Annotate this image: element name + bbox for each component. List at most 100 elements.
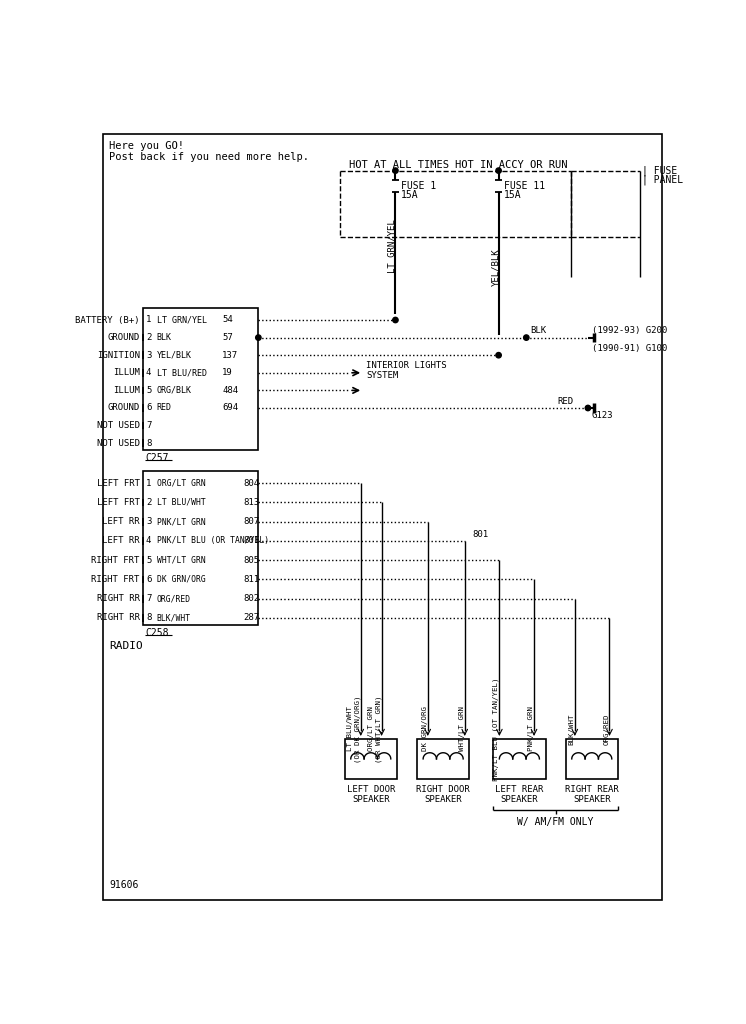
Text: 5: 5 bbox=[146, 556, 151, 565]
Text: RIGHT FRT: RIGHT FRT bbox=[92, 556, 140, 565]
Text: DK GRN/ORG: DK GRN/ORG bbox=[421, 707, 427, 752]
Text: LT BLU/WHT
(OR DK GRN/ORG): LT BLU/WHT (OR DK GRN/ORG) bbox=[348, 695, 361, 763]
Bar bbox=[565, 739, 618, 779]
Text: (1992-93) G200: (1992-93) G200 bbox=[592, 327, 667, 335]
Text: 4: 4 bbox=[146, 537, 151, 546]
Text: RED: RED bbox=[157, 403, 172, 413]
Text: 5: 5 bbox=[146, 386, 151, 395]
Text: 802: 802 bbox=[243, 594, 259, 603]
Text: 807: 807 bbox=[243, 517, 259, 526]
Text: 3: 3 bbox=[146, 517, 151, 526]
Text: | PANEL: | PANEL bbox=[642, 175, 683, 185]
Text: HOT IN ACCY OR RUN: HOT IN ACCY OR RUN bbox=[456, 160, 568, 170]
Text: RIGHT RR: RIGHT RR bbox=[97, 613, 140, 623]
Text: C258: C258 bbox=[145, 628, 169, 638]
Text: 1: 1 bbox=[146, 315, 151, 325]
Text: GROUND: GROUND bbox=[107, 403, 140, 413]
Circle shape bbox=[496, 168, 501, 173]
Text: 813: 813 bbox=[243, 498, 259, 507]
Text: YEL/BLK: YEL/BLK bbox=[157, 350, 192, 359]
Text: RIGHT REAR
SPEAKER: RIGHT REAR SPEAKER bbox=[565, 785, 618, 805]
Text: FUSE 1: FUSE 1 bbox=[401, 181, 436, 191]
Text: 7: 7 bbox=[146, 594, 151, 603]
Circle shape bbox=[392, 168, 398, 173]
Text: 8: 8 bbox=[146, 613, 151, 623]
Text: ORG/RED: ORG/RED bbox=[157, 594, 191, 603]
Text: Here you GO!: Here you GO! bbox=[109, 141, 184, 151]
Text: W/ AM/FM ONLY: W/ AM/FM ONLY bbox=[518, 817, 594, 827]
Text: RED: RED bbox=[557, 396, 573, 406]
Text: BLK/WHT: BLK/WHT bbox=[568, 713, 575, 744]
Bar bbox=[417, 739, 469, 779]
Text: 6: 6 bbox=[146, 575, 151, 584]
Text: 15A: 15A bbox=[504, 190, 521, 201]
Text: ILLUM: ILLUM bbox=[113, 369, 140, 377]
Text: RIGHT RR: RIGHT RR bbox=[97, 594, 140, 603]
Text: 91606: 91606 bbox=[109, 881, 138, 890]
Text: 2: 2 bbox=[146, 333, 151, 342]
Text: | FUSE: | FUSE bbox=[642, 165, 677, 176]
Text: BLK: BLK bbox=[157, 333, 172, 342]
Text: LEFT FRT: LEFT FRT bbox=[97, 479, 140, 487]
Text: FUSE 11: FUSE 11 bbox=[504, 181, 545, 191]
Text: G123: G123 bbox=[592, 412, 613, 420]
Text: 1: 1 bbox=[146, 479, 151, 487]
Circle shape bbox=[524, 335, 529, 340]
Text: LT BLU/WHT: LT BLU/WHT bbox=[157, 498, 205, 507]
Text: LEFT FRT: LEFT FRT bbox=[97, 498, 140, 507]
Bar bbox=[493, 739, 545, 779]
Text: ORG/LT GRN
(OR WHT/LT GRN): ORG/LT GRN (OR WHT/LT GRN) bbox=[368, 695, 381, 763]
Text: 6: 6 bbox=[146, 403, 151, 413]
Text: LT BLU/RED: LT BLU/RED bbox=[157, 369, 207, 377]
Text: LEFT DOOR
SPEAKER: LEFT DOOR SPEAKER bbox=[347, 785, 395, 805]
Text: 801: 801 bbox=[243, 537, 259, 546]
Text: 694: 694 bbox=[222, 403, 238, 413]
Text: LT GRN/YEL: LT GRN/YEL bbox=[388, 219, 397, 273]
Bar bbox=[142, 307, 258, 451]
Text: Post back if you need more help.: Post back if you need more help. bbox=[109, 152, 309, 162]
Text: 137: 137 bbox=[222, 350, 238, 359]
Text: 801: 801 bbox=[472, 530, 489, 540]
Text: 57: 57 bbox=[222, 333, 233, 342]
Text: LEFT RR: LEFT RR bbox=[102, 537, 140, 546]
Text: 15A: 15A bbox=[401, 190, 419, 201]
Text: SYSTEM: SYSTEM bbox=[366, 372, 398, 380]
Text: 287: 287 bbox=[243, 613, 259, 623]
Text: LEFT RR: LEFT RR bbox=[102, 517, 140, 526]
Text: ILLUM: ILLUM bbox=[113, 386, 140, 395]
Circle shape bbox=[585, 406, 591, 411]
Bar bbox=[345, 739, 397, 779]
Text: 484: 484 bbox=[222, 386, 238, 395]
Text: 8: 8 bbox=[146, 438, 151, 447]
Text: 3: 3 bbox=[146, 350, 151, 359]
Text: 2: 2 bbox=[146, 498, 151, 507]
Text: PNK/LT GRN: PNK/LT GRN bbox=[157, 517, 205, 526]
Text: GROUND: GROUND bbox=[107, 333, 140, 342]
Text: 4: 4 bbox=[146, 369, 151, 377]
Text: 805: 805 bbox=[243, 556, 259, 565]
Text: 7: 7 bbox=[146, 421, 151, 430]
Text: ORG/LT GRN: ORG/LT GRN bbox=[157, 479, 205, 487]
Text: NOT USED: NOT USED bbox=[97, 438, 140, 447]
Circle shape bbox=[392, 317, 398, 323]
Text: PNK/LT BLU (OT TAN/YEL): PNK/LT BLU (OT TAN/YEL) bbox=[493, 677, 499, 780]
Text: (1990-91) G100: (1990-91) G100 bbox=[592, 344, 667, 353]
Text: PNK/LT GRN: PNK/LT GRN bbox=[528, 707, 534, 752]
Text: PNK/LT BLU (OR TAN/YEL): PNK/LT BLU (OR TAN/YEL) bbox=[157, 537, 269, 546]
Text: WHT/LT GRN: WHT/LT GRN bbox=[157, 556, 205, 565]
Text: 811: 811 bbox=[243, 575, 259, 584]
Text: 54: 54 bbox=[222, 315, 233, 325]
Text: YEL/BLK: YEL/BLK bbox=[491, 249, 500, 286]
Text: ORG/RED: ORG/RED bbox=[604, 713, 609, 744]
Text: DK GRN/ORG: DK GRN/ORG bbox=[157, 575, 205, 584]
Text: RIGHT DOOR
SPEAKER: RIGHT DOOR SPEAKER bbox=[416, 785, 470, 805]
Text: RIGHT FRT: RIGHT FRT bbox=[92, 575, 140, 584]
Text: LT GRN/YEL: LT GRN/YEL bbox=[157, 315, 207, 325]
Text: C257: C257 bbox=[145, 453, 169, 463]
Text: HOT AT ALL TIMES: HOT AT ALL TIMES bbox=[349, 160, 449, 170]
Text: WHT/LT GRN: WHT/LT GRN bbox=[459, 707, 465, 752]
Text: BLK/WHT: BLK/WHT bbox=[157, 613, 191, 623]
Text: BLK: BLK bbox=[530, 327, 546, 335]
Bar bbox=[142, 471, 258, 625]
Text: LEFT REAR
SPEAKER: LEFT REAR SPEAKER bbox=[495, 785, 544, 805]
